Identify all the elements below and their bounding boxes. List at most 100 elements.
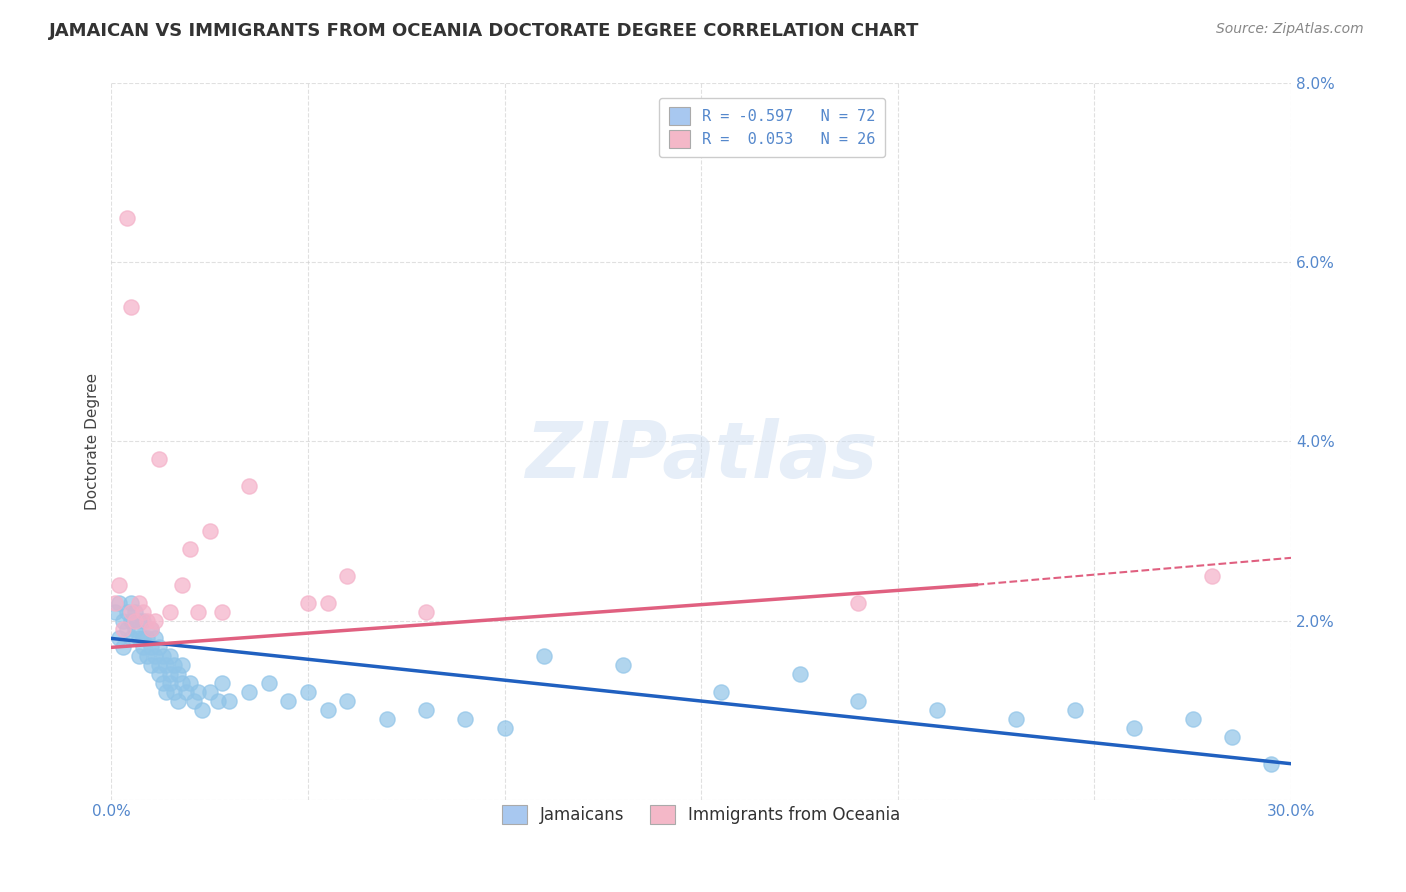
Point bbox=[187, 605, 209, 619]
Point bbox=[1181, 712, 1204, 726]
Point bbox=[211, 605, 233, 619]
Point bbox=[198, 685, 221, 699]
Point bbox=[148, 452, 170, 467]
Point bbox=[183, 694, 205, 708]
Point bbox=[148, 658, 170, 673]
Point bbox=[104, 596, 127, 610]
Point bbox=[848, 596, 870, 610]
Point bbox=[124, 614, 146, 628]
Point bbox=[132, 640, 155, 655]
Point bbox=[115, 605, 138, 619]
Point bbox=[415, 703, 437, 717]
Point bbox=[152, 649, 174, 664]
Point bbox=[1122, 721, 1144, 735]
Point bbox=[124, 605, 146, 619]
Point bbox=[128, 632, 150, 646]
Point bbox=[159, 676, 181, 690]
Point bbox=[104, 605, 127, 619]
Point bbox=[112, 623, 135, 637]
Point bbox=[238, 685, 260, 699]
Point bbox=[112, 614, 135, 628]
Point bbox=[336, 694, 359, 708]
Point bbox=[163, 658, 186, 673]
Point bbox=[257, 676, 280, 690]
Point bbox=[120, 605, 142, 619]
Point bbox=[163, 685, 186, 699]
Point bbox=[148, 640, 170, 655]
Point bbox=[174, 685, 197, 699]
Point bbox=[179, 541, 201, 556]
Point bbox=[494, 721, 516, 735]
Point bbox=[112, 640, 135, 655]
Point bbox=[454, 712, 477, 726]
Point bbox=[191, 703, 214, 717]
Point bbox=[1063, 703, 1085, 717]
Point bbox=[612, 658, 634, 673]
Point bbox=[179, 676, 201, 690]
Point bbox=[316, 596, 339, 610]
Point bbox=[128, 614, 150, 628]
Point bbox=[128, 596, 150, 610]
Text: ZIPatlas: ZIPatlas bbox=[524, 417, 877, 494]
Point bbox=[132, 632, 155, 646]
Point bbox=[148, 667, 170, 681]
Point bbox=[710, 685, 733, 699]
Point bbox=[108, 577, 131, 591]
Point bbox=[277, 694, 299, 708]
Point bbox=[135, 649, 157, 664]
Text: Source: ZipAtlas.com: Source: ZipAtlas.com bbox=[1216, 22, 1364, 37]
Point bbox=[159, 605, 181, 619]
Point bbox=[108, 632, 131, 646]
Point bbox=[172, 658, 194, 673]
Point bbox=[152, 676, 174, 690]
Point bbox=[135, 632, 157, 646]
Point bbox=[128, 649, 150, 664]
Point bbox=[927, 703, 949, 717]
Point bbox=[108, 596, 131, 610]
Point bbox=[143, 632, 166, 646]
Point bbox=[172, 676, 194, 690]
Point bbox=[120, 614, 142, 628]
Point bbox=[155, 685, 177, 699]
Point bbox=[238, 479, 260, 493]
Point bbox=[1220, 730, 1243, 744]
Point bbox=[167, 667, 190, 681]
Point bbox=[124, 623, 146, 637]
Point bbox=[187, 685, 209, 699]
Y-axis label: Doctorate Degree: Doctorate Degree bbox=[86, 373, 100, 510]
Point bbox=[139, 623, 162, 637]
Point bbox=[139, 623, 162, 637]
Point bbox=[159, 667, 181, 681]
Point bbox=[415, 605, 437, 619]
Point bbox=[155, 658, 177, 673]
Point bbox=[297, 685, 319, 699]
Text: JAMAICAN VS IMMIGRANTS FROM OCEANIA DOCTORATE DEGREE CORRELATION CHART: JAMAICAN VS IMMIGRANTS FROM OCEANIA DOCT… bbox=[49, 22, 920, 40]
Point bbox=[218, 694, 240, 708]
Point bbox=[211, 676, 233, 690]
Point bbox=[120, 596, 142, 610]
Point bbox=[120, 300, 142, 314]
Point bbox=[167, 694, 190, 708]
Point bbox=[789, 667, 811, 681]
Point bbox=[375, 712, 398, 726]
Point bbox=[120, 632, 142, 646]
Point bbox=[143, 614, 166, 628]
Point bbox=[139, 640, 162, 655]
Point bbox=[198, 524, 221, 538]
Point bbox=[336, 568, 359, 582]
Point bbox=[848, 694, 870, 708]
Point bbox=[297, 596, 319, 610]
Point bbox=[1201, 568, 1223, 582]
Point bbox=[159, 649, 181, 664]
Point bbox=[172, 577, 194, 591]
Point bbox=[1004, 712, 1026, 726]
Point bbox=[533, 649, 555, 664]
Point bbox=[207, 694, 229, 708]
Point bbox=[143, 649, 166, 664]
Point bbox=[115, 211, 138, 225]
Point bbox=[132, 614, 155, 628]
Point bbox=[135, 614, 157, 628]
Point bbox=[1260, 756, 1282, 771]
Legend: Jamaicans, Immigrants from Oceania: Jamaicans, Immigrants from Oceania bbox=[492, 795, 911, 834]
Point bbox=[139, 658, 162, 673]
